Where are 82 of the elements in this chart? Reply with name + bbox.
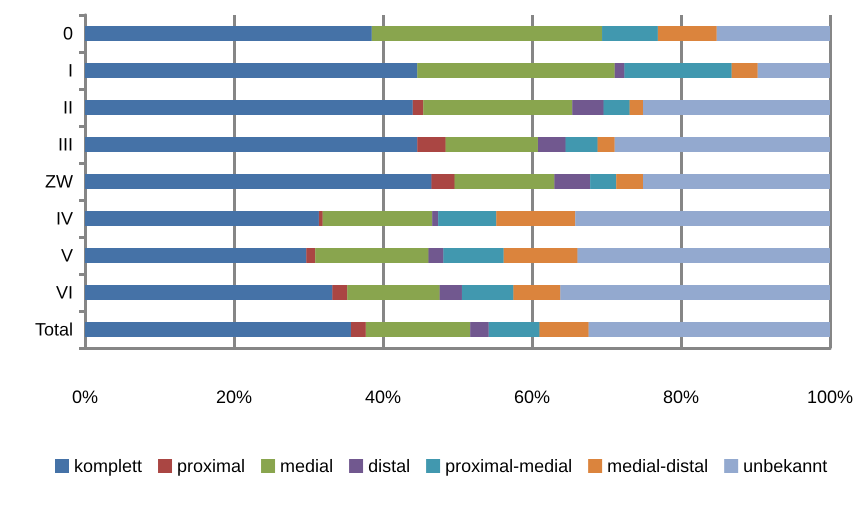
bar xyxy=(423,100,572,115)
legend-label: medial-distal xyxy=(607,456,708,476)
bar xyxy=(732,63,758,78)
bar xyxy=(85,322,351,337)
bar xyxy=(417,137,446,152)
bar xyxy=(446,137,538,152)
bar xyxy=(560,285,830,300)
bar xyxy=(716,26,830,41)
bar xyxy=(350,322,366,337)
y-tick-label: VI xyxy=(56,282,73,302)
x-tick-label: 60% xyxy=(514,387,550,407)
x-tick-label: 0% xyxy=(72,387,98,407)
bar xyxy=(432,211,438,226)
bar xyxy=(566,137,598,152)
legend-label: proximal-medial xyxy=(445,456,572,476)
bar xyxy=(643,174,830,189)
bar xyxy=(588,322,830,337)
y-tick-label: ZW xyxy=(45,172,74,192)
bar xyxy=(616,174,644,189)
bar xyxy=(440,285,462,300)
bar xyxy=(454,174,554,189)
x-tick-label: 80% xyxy=(662,387,700,407)
bar xyxy=(758,63,830,78)
bar xyxy=(630,100,644,115)
bar xyxy=(366,322,470,337)
bar xyxy=(614,137,830,152)
bar xyxy=(332,285,348,300)
bar xyxy=(85,211,319,226)
bar xyxy=(85,174,432,189)
x-tick-label: 20% xyxy=(216,387,252,407)
bar xyxy=(488,322,540,337)
bar xyxy=(443,248,504,263)
bar xyxy=(504,248,578,263)
bar xyxy=(322,211,432,226)
y-tick-label: I xyxy=(68,60,73,80)
bar xyxy=(462,285,514,300)
bar xyxy=(428,248,444,263)
bar xyxy=(438,211,496,226)
y-tick-label: V xyxy=(60,246,73,266)
bar xyxy=(614,63,624,78)
legend-label: proximal xyxy=(177,456,246,476)
y-tick-label: 0 xyxy=(62,24,73,44)
y-tick-label: Total xyxy=(34,320,73,340)
bar xyxy=(85,137,418,152)
bar xyxy=(85,26,372,41)
legend-label: komplett xyxy=(74,456,142,476)
bar xyxy=(85,100,413,115)
legend-label: unbekannt xyxy=(743,456,828,476)
y-tick-label: II xyxy=(62,98,73,118)
bar xyxy=(85,248,306,263)
bar xyxy=(590,174,616,189)
bar xyxy=(318,211,323,226)
bar xyxy=(604,100,630,115)
bar xyxy=(347,285,440,300)
bar xyxy=(306,248,316,263)
bar xyxy=(572,100,604,115)
bar xyxy=(598,137,615,152)
legend-label: distal xyxy=(368,456,410,476)
bar xyxy=(85,63,418,78)
bar xyxy=(431,174,455,189)
bar xyxy=(539,322,589,337)
bar xyxy=(513,285,560,300)
x-tick-label: 40% xyxy=(364,387,402,407)
y-tick-label: IV xyxy=(56,208,73,228)
legend-label: medial xyxy=(280,456,334,476)
bar xyxy=(554,174,590,189)
bar xyxy=(577,248,830,263)
bar xyxy=(417,63,615,78)
bar xyxy=(624,63,732,78)
bar xyxy=(372,26,602,41)
y-tick-label: III xyxy=(58,134,73,154)
bar xyxy=(496,211,576,226)
bar xyxy=(575,211,830,226)
bar xyxy=(315,248,428,263)
bar xyxy=(602,26,658,41)
bar xyxy=(85,285,332,300)
x-tick-label: 100% xyxy=(806,387,854,407)
bar xyxy=(538,137,566,152)
bar xyxy=(470,322,489,337)
bar xyxy=(643,100,830,115)
bar xyxy=(412,100,424,115)
bar xyxy=(658,26,717,41)
